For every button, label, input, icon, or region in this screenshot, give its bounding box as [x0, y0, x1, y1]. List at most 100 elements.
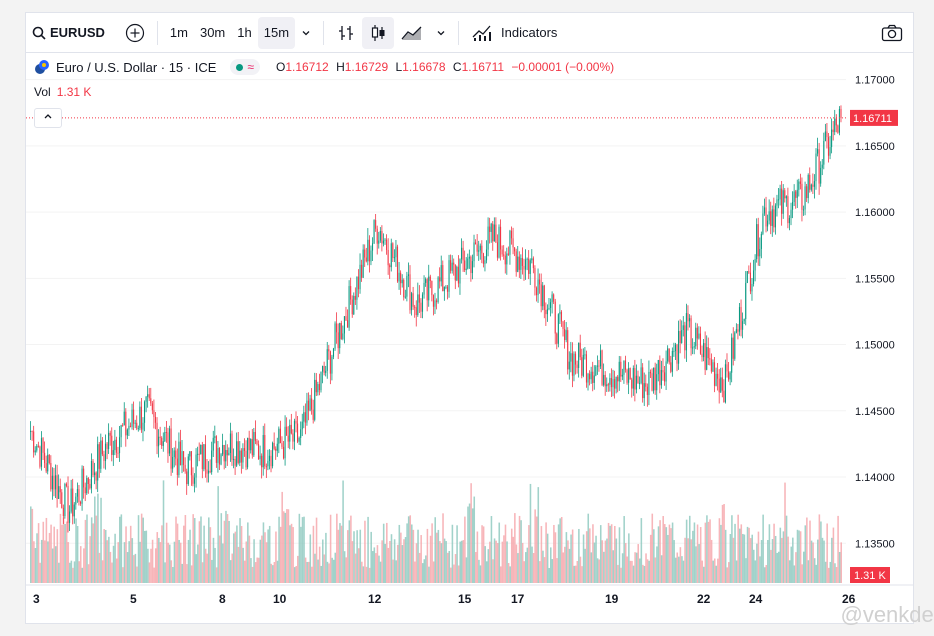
volume-bar: [428, 566, 430, 583]
candle-body: [178, 441, 180, 476]
chart-type-dropdown[interactable]: [430, 17, 452, 49]
volume-bar: [293, 567, 296, 583]
candle-body: [204, 444, 206, 470]
volume-bar: [479, 565, 482, 583]
volume-bar: [723, 504, 725, 583]
volume-bar: [304, 557, 307, 583]
candle-body: [262, 435, 264, 468]
volume-bar: [759, 556, 761, 583]
candle-body: [528, 258, 530, 274]
candle-body: [640, 367, 642, 383]
volume-bar: [375, 553, 377, 583]
volume-bar: [151, 539, 154, 583]
candle-body: [261, 455, 263, 468]
candle-body: [415, 307, 417, 316]
volume-bar: [284, 512, 287, 583]
volume-bar: [254, 562, 257, 583]
bar-style-button[interactable]: [330, 17, 362, 49]
volume-bar: [742, 533, 744, 583]
candle-body: [242, 448, 244, 463]
volume-bar: [609, 525, 611, 583]
indicators-button[interactable]: Indicators: [465, 17, 563, 49]
candles-button[interactable]: [362, 16, 395, 49]
volume-bar: [297, 555, 299, 583]
candle-body: [456, 266, 458, 281]
volume-bar: [507, 563, 510, 583]
volume-bar: [367, 516, 369, 583]
volume-bar: [48, 532, 51, 583]
candle-body: [87, 478, 89, 484]
candle-body: [564, 329, 566, 341]
candle-body: [840, 108, 842, 118]
candle-body: [406, 275, 408, 297]
market-status-badge[interactable]: ≈: [230, 59, 260, 75]
candle-body: [297, 423, 299, 442]
interval-30m[interactable]: 30m: [194, 17, 231, 49]
volume-bar: [272, 565, 274, 583]
volume-bar: [54, 546, 57, 583]
candle-body: [73, 504, 75, 517]
volume-bar: [73, 561, 76, 583]
candle-body: [740, 307, 742, 330]
volume-bar: [44, 540, 46, 583]
flag-icon: [35, 60, 49, 74]
price-chart[interactable]: 1.17000 1.16500 1.16000 1.15500 1.15000 1.145…: [26, 13, 914, 624]
candle-body: [671, 351, 673, 372]
volume-bar: [768, 524, 771, 583]
candle-body: [578, 342, 580, 368]
volume-bar: [307, 561, 310, 583]
volume-bar: [698, 544, 700, 583]
volume-bar: [176, 523, 179, 583]
volume-bar: [476, 531, 479, 583]
last-price-tag: 1.16711: [853, 113, 892, 125]
volume-bar: [42, 521, 45, 583]
volume-bar: [754, 560, 757, 583]
volume-bar: [309, 534, 312, 583]
volume-bar: [818, 514, 821, 583]
symbol-search[interactable]: EURUSD: [26, 17, 111, 49]
snapshot-button[interactable]: [875, 17, 909, 49]
candle-body: [479, 245, 481, 251]
volume-bar: [128, 541, 130, 583]
volume-bar: [243, 560, 246, 583]
volume-bar: [749, 538, 752, 583]
candle-body: [47, 454, 49, 472]
volume-bar: [306, 561, 308, 583]
candle-body: [386, 239, 388, 250]
interval-1h[interactable]: 1h: [231, 17, 257, 49]
candle-body: [818, 149, 820, 184]
candle-body: [592, 371, 594, 383]
candle-body: [810, 184, 812, 190]
volume-bar: [311, 566, 313, 583]
candle-body: [328, 349, 330, 352]
volume-bar: [123, 542, 126, 583]
volume-bar: [506, 541, 508, 583]
candle-body: [72, 488, 74, 517]
collapse-legend-button[interactable]: [34, 108, 62, 128]
volume-bar: [595, 535, 597, 583]
candle-body: [79, 502, 82, 504]
candle-body: [681, 330, 683, 344]
volume-bar: [581, 566, 583, 583]
volume-bar: [168, 544, 171, 583]
candle-body: [179, 441, 182, 466]
compare-button[interactable]: [119, 17, 151, 49]
candle-body: [443, 286, 445, 292]
candle-body: [701, 353, 703, 358]
volume-bar: [67, 542, 70, 583]
candle-body: [411, 293, 413, 311]
candle-body: [779, 188, 781, 200]
volume-bar: [189, 529, 191, 583]
candle-body: [712, 362, 714, 372]
candle-body: [382, 240, 385, 244]
candle-body: [487, 226, 489, 250]
candle-body: [518, 256, 520, 270]
candle-body: [148, 394, 150, 399]
volume-bar: [770, 549, 772, 583]
area-style-button[interactable]: [394, 17, 430, 49]
interval-1m[interactable]: 1m: [164, 17, 194, 49]
interval-15m[interactable]: 15m: [257, 16, 296, 49]
volume-bar: [559, 518, 561, 583]
interval-dropdown[interactable]: [295, 17, 317, 49]
candle-body: [212, 437, 214, 451]
